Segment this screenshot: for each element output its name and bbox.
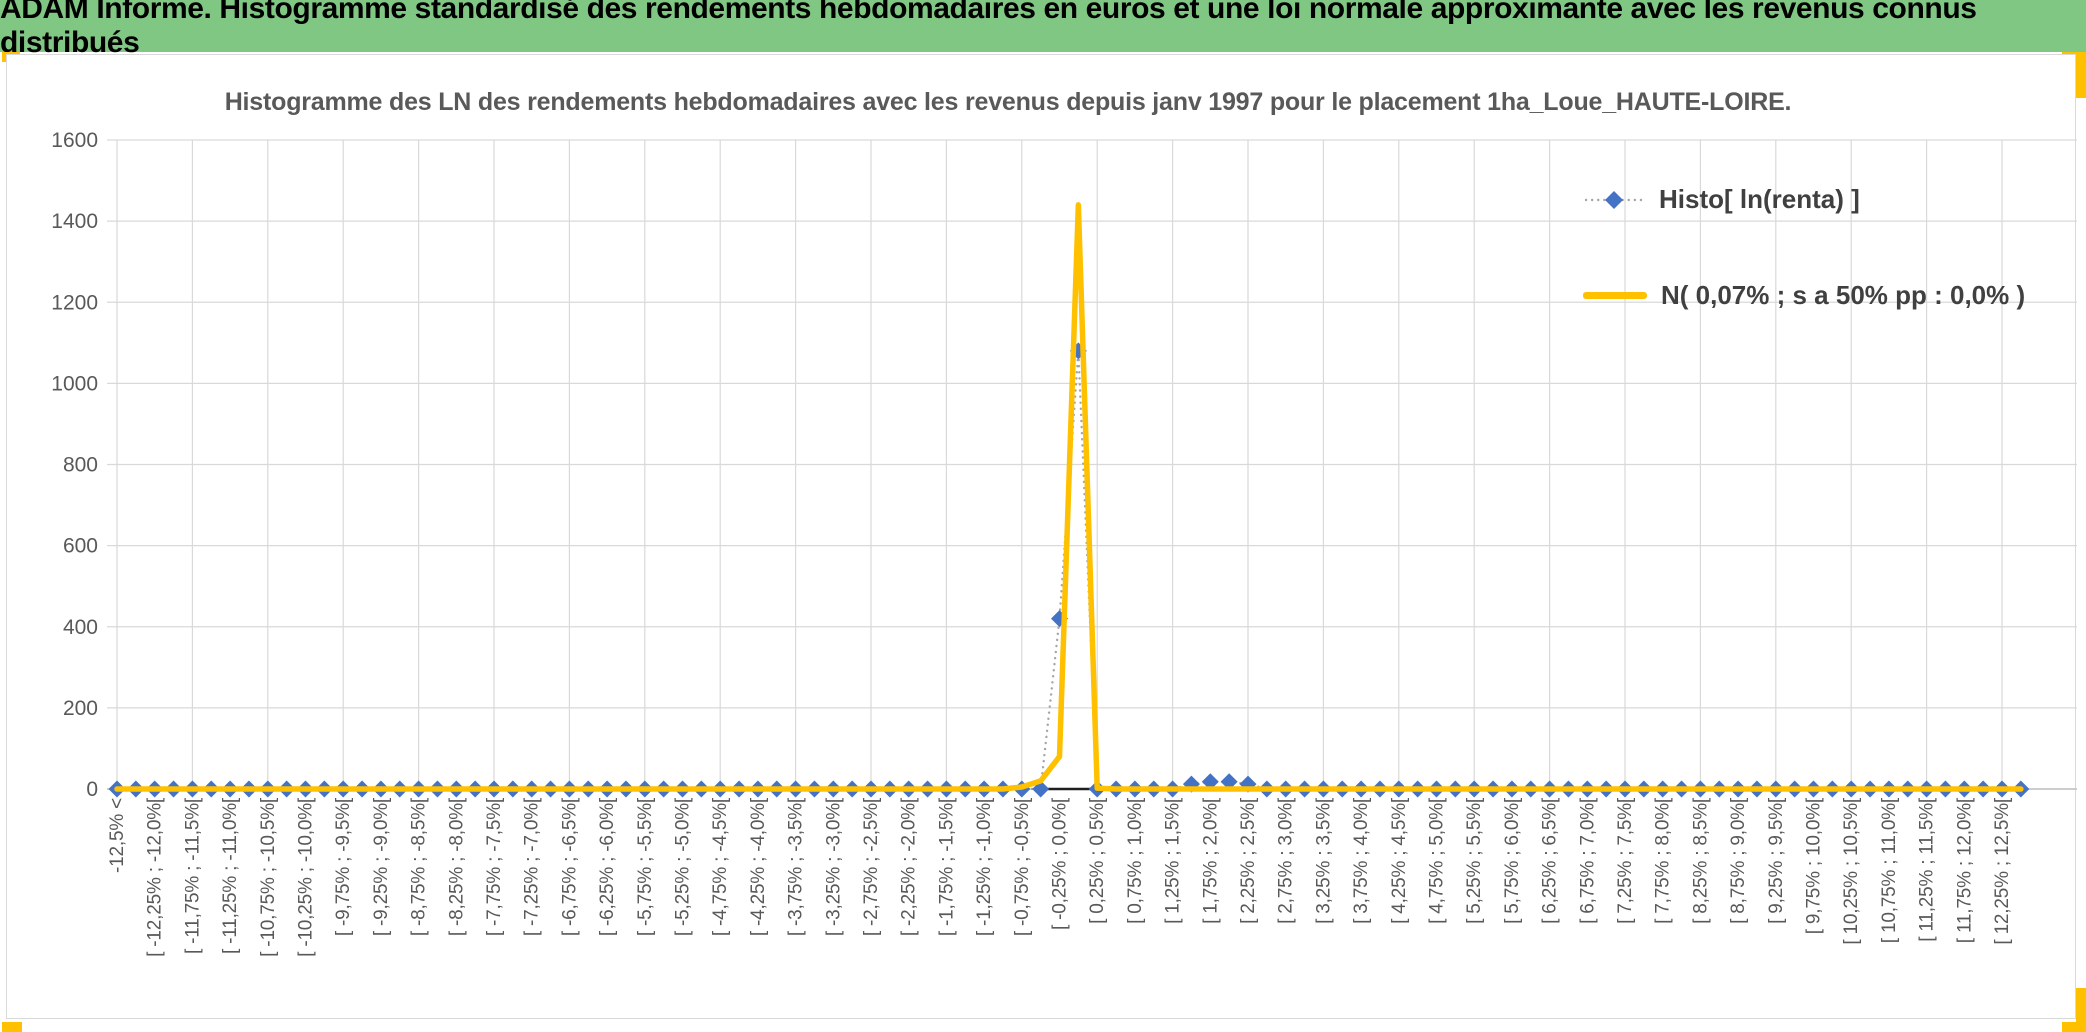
svg-text:[ 9,25% ; 9,5%[: [ 9,25% ; 9,5%[: [1766, 797, 1787, 924]
svg-text:800: 800: [63, 454, 98, 477]
svg-text:[ 11,75% ; 12,0%[: [ 11,75% ; 12,0%[: [1954, 797, 1975, 943]
svg-text:[ -10,75% ; -10,5%[: [ -10,75% ; -10,5%[: [258, 797, 279, 957]
svg-text:0: 0: [86, 778, 98, 801]
svg-text:-12,5% <: -12,5% <: [107, 798, 128, 873]
chart-panel: [6, 54, 2076, 1019]
svg-text:[ -10,25% ; -10,0%[: [ -10,25% ; -10,0%[: [296, 797, 317, 957]
legend-label-normal: N( 0,07% ; s a 50% pp : 0,0% ): [1661, 280, 2026, 310]
svg-text:[ 10,25% ; 10,5%[: [ 10,25% ; 10,5%[: [1841, 797, 1862, 945]
header-title: ADAM Informe. Histogramme standardisé de…: [0, 0, 1977, 59]
svg-text:[ 8,75% ; 9,0%[: [ 8,75% ; 9,0%[: [1728, 797, 1749, 924]
svg-text:[ -3,75% ; -3,5%[: [ -3,75% ; -3,5%[: [786, 797, 807, 936]
svg-text:[ -7,25% ; -7,0%[: [ -7,25% ; -7,0%[: [522, 797, 543, 936]
svg-text:[ -7,75% ; -7,5%[: [ -7,75% ; -7,5%[: [484, 797, 505, 936]
legend-entry-normal: N( 0,07% ; s a 50% pp : 0,0% ): [1583, 280, 2025, 311]
svg-text:[ 7,25% ; 7,5%[: [ 7,25% ; 7,5%[: [1615, 797, 1636, 924]
gridlines: [107, 139, 2077, 790]
svg-text:[ 3,25% ; 3,5%[: [ 3,25% ; 3,5%[: [1313, 797, 1334, 924]
svg-text:[ 6,75% ; 7,0%[: [ 6,75% ; 7,0%[: [1577, 797, 1598, 924]
svg-text:[ 6,25% ; 6,5%[: [ 6,25% ; 6,5%[: [1540, 797, 1561, 924]
svg-text:[ -9,75% ; -9,5%[: [ -9,75% ; -9,5%[: [333, 797, 354, 936]
svg-text:[ 10,75% ; 11,0%[: [ 10,75% ; 11,0%[: [1879, 797, 1900, 943]
header-banner: ADAM Informe. Histogramme standardisé de…: [0, 0, 2086, 59]
svg-text:[ 3,75% ; 4,0%[: [ 3,75% ; 4,0%[: [1351, 797, 1372, 924]
svg-text:[ -8,75% ; -8,5%[: [ -8,75% ; -8,5%[: [409, 797, 430, 936]
svg-text:[ -9,25% ; -9,0%[: [ -9,25% ; -9,0%[: [371, 797, 392, 936]
svg-text:[ -1,75% ; -1,5%[: [ -1,75% ; -1,5%[: [936, 797, 957, 936]
svg-text:[ 1,75% ; 2,0%[: [ 1,75% ; 2,0%[: [1200, 797, 1221, 924]
svg-text:[ -5,25% ; -5,0%[: [ -5,25% ; -5,0%[: [673, 797, 694, 936]
svg-text:[ -8,25% ; -8,0%[: [ -8,25% ; -8,0%[: [446, 797, 467, 936]
svg-text:[ -4,25% ; -4,0%[: [ -4,25% ; -4,0%[: [748, 797, 769, 936]
gold-accent-bottom-left: [2, 1022, 22, 1032]
x-axis-labels: -12,5% < [ -12,25% ; -12,0%[ [ -11,75% ; -…: [107, 797, 2013, 957]
svg-text:200: 200: [63, 697, 98, 720]
svg-text:[ -1,25% ; -1,0%[: [ -1,25% ; -1,0%[: [974, 797, 995, 936]
svg-text:[ 8,25% ; 8,5%[: [ 8,25% ; 8,5%[: [1690, 797, 1711, 924]
gold-accent-bottom-right-bar: [2062, 1022, 2086, 1032]
svg-text:[ 5,25% ; 5,5%[: [ 5,25% ; 5,5%[: [1464, 797, 1485, 924]
svg-text:[ 0,75% ; 1,0%[: [ 0,75% ; 1,0%[: [1125, 797, 1146, 924]
gold-accent-bottom-right-side: [2076, 988, 2086, 1032]
chart-title: Histogramme des LN des rendements hebdom…: [224, 88, 1792, 116]
normal-series-line-icon: [1583, 292, 1647, 299]
svg-text:[ -0,75% ; -0,5%[: [ -0,75% ; -0,5%[: [1012, 797, 1033, 936]
svg-text:[ -2,25% ; -2,0%[: [ -2,25% ; -2,0%[: [899, 797, 920, 936]
svg-text:[ 5,75% ; 6,0%[: [ 5,75% ; 6,0%[: [1502, 797, 1523, 924]
svg-text:[ -6,25% ; -6,0%[: [ -6,25% ; -6,0%[: [597, 797, 618, 936]
svg-text:1600: 1600: [51, 129, 98, 152]
svg-text:[ 0,25% ; 0,5%[: [ 0,25% ; 0,5%[: [1087, 797, 1108, 924]
svg-text:1200: 1200: [51, 291, 98, 314]
svg-text:[ -4,75% ; -4,5%[: [ -4,75% ; -4,5%[: [710, 797, 731, 936]
svg-text:[ 2,75% ; 3,0%[: [ 2,75% ; 3,0%[: [1276, 797, 1297, 924]
svg-text:600: 600: [63, 535, 98, 558]
svg-text:[ 2,25% ; 2,5%[: [ 2,25% ; 2,5%[: [1238, 797, 1259, 924]
svg-text:[ 1,25% ; 1,5%[: [ 1,25% ; 1,5%[: [1163, 797, 1184, 924]
svg-text:[ 4,25% ; 4,5%[: [ 4,25% ; 4,5%[: [1389, 797, 1410, 924]
svg-text:[ 9,75% ; 10,0%[: [ 9,75% ; 10,0%[: [1804, 797, 1825, 934]
svg-text:1000: 1000: [51, 372, 98, 395]
legend-entry-histo: Histo[ ln(renta) ]: [1583, 184, 1860, 215]
svg-text:[ -11,75% ; -11,5%[: [ -11,75% ; -11,5%[: [182, 797, 203, 954]
svg-text:[ 7,75% ; 8,0%[: [ 7,75% ; 8,0%[: [1653, 797, 1674, 924]
svg-text:[ -12,25% ; -12,0%[: [ -12,25% ; -12,0%[: [145, 797, 166, 957]
svg-text:[ 12,25% ; 12,5%[: [ 12,25% ; 12,5%[: [1992, 797, 2013, 945]
svg-text:[ -0,25% ; 0,0%[: [ -0,25% ; 0,0%[: [1050, 797, 1071, 930]
svg-text:[ -11,25% ; -11,0%[: [ -11,25% ; -11,0%[: [220, 797, 241, 954]
svg-text:[ -2,75% ; -2,5%[: [ -2,75% ; -2,5%[: [861, 797, 882, 936]
legend-label-histo: Histo[ ln(renta) ]: [1659, 184, 1860, 214]
svg-text:[ 11,25% ; 11,5%[: [ 11,25% ; 11,5%[: [1917, 797, 1938, 942]
svg-text:1400: 1400: [51, 210, 98, 233]
svg-text:[ -6,75% ; -6,5%[: [ -6,75% ; -6,5%[: [559, 797, 580, 936]
normal-series-line: [114, 202, 2024, 792]
histo-series-marker-icon: [1584, 190, 1644, 209]
svg-text:[ 4,75% ; 5,0%[: [ 4,75% ; 5,0%[: [1427, 797, 1448, 924]
y-axis-labels: 0 200 400 600 800 1000 1200 1400 1600: [51, 129, 98, 801]
svg-text:400: 400: [63, 616, 98, 639]
svg-text:[ -3,25% ; -3,0%[: [ -3,25% ; -3,0%[: [823, 797, 844, 936]
svg-text:[ -5,75% ; -5,5%[: [ -5,75% ; -5,5%[: [635, 797, 656, 936]
